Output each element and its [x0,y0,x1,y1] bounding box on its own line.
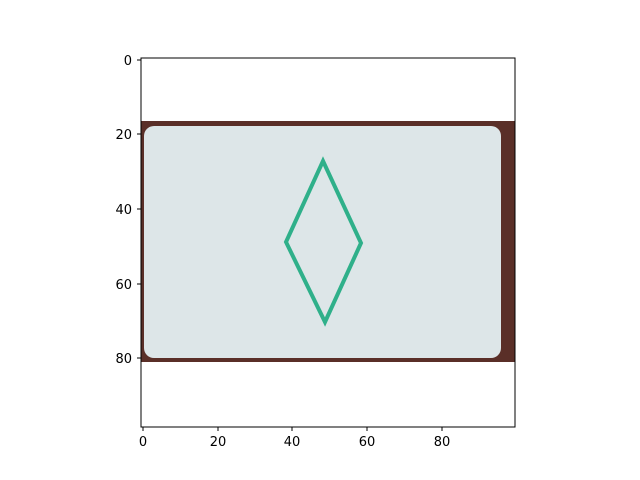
y-tick-label: 80 [115,352,132,367]
y-tick-label: 40 [115,203,132,218]
x-tick-label: 80 [434,435,451,450]
x-tick-label: 20 [210,435,227,450]
y-tick-label: 60 [115,278,132,293]
y-tick-label: 0 [124,54,132,69]
y-axis: 0 20 40 60 80 [115,54,141,367]
diamond-symbol [283,156,364,327]
x-axis: 0 20 40 60 80 [139,427,450,450]
x-tick-label: 0 [139,435,147,450]
image-area [141,121,515,362]
x-tick-label: 40 [284,435,301,450]
y-tick-label: 20 [115,128,132,143]
card-face [144,126,501,358]
x-tick-label: 60 [359,435,376,450]
axes-frame [140,57,516,428]
